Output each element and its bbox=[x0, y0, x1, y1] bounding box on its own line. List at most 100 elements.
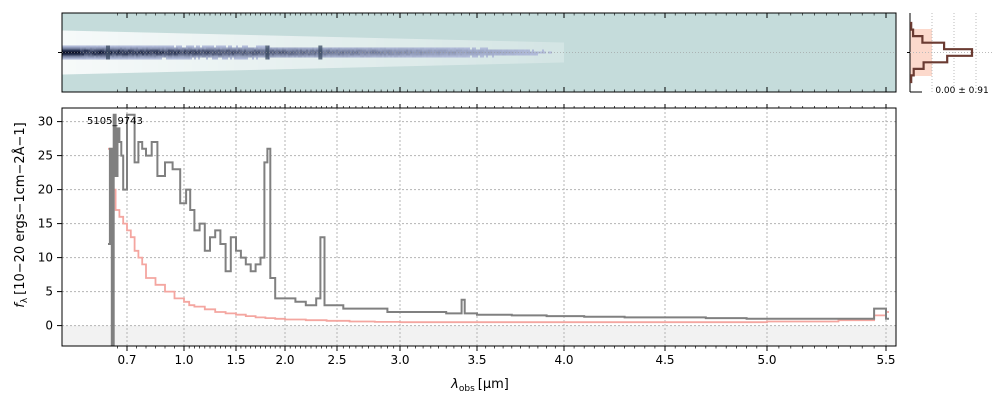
heatmap-cell bbox=[116, 53, 118, 56]
heatmap-cell bbox=[390, 49, 392, 52]
heatmap-cell bbox=[186, 45, 188, 48]
heatmap-cell bbox=[420, 47, 422, 50]
heatmap-cell bbox=[152, 45, 154, 48]
heatmap-cell bbox=[496, 49, 498, 52]
heatmap-cell bbox=[342, 53, 344, 56]
heatmap-cell bbox=[238, 55, 240, 58]
heatmap-cell bbox=[372, 49, 374, 52]
heatmap-cell bbox=[222, 51, 224, 54]
heatmap-cell bbox=[118, 45, 120, 48]
heatmap-cell bbox=[80, 55, 82, 58]
heatmap-cell bbox=[464, 49, 466, 52]
heatmap-cell bbox=[362, 53, 364, 56]
heatmap-cell bbox=[224, 47, 226, 50]
heatmap-cell bbox=[450, 49, 452, 52]
heatmap-cell bbox=[206, 49, 208, 52]
heatmap-cell bbox=[124, 45, 126, 48]
heatmap-cell bbox=[372, 53, 374, 56]
heatmap-cell bbox=[366, 47, 368, 50]
heatmap-cell bbox=[314, 55, 316, 58]
heatmap-cell bbox=[104, 55, 106, 58]
heatmap-cell bbox=[124, 47, 126, 50]
heatmap-cell bbox=[400, 47, 402, 50]
heatmap-cell bbox=[290, 53, 292, 56]
heatmap-cell bbox=[84, 51, 86, 54]
heatmap-cell bbox=[194, 53, 196, 56]
heatmap-cell bbox=[528, 51, 530, 54]
heatmap-cell bbox=[204, 51, 206, 54]
heatmap-cell bbox=[180, 47, 182, 50]
heatmap-cell bbox=[504, 49, 506, 52]
heatmap-cell bbox=[146, 55, 148, 58]
x-tick-label: 5.5 bbox=[876, 353, 895, 367]
heatmap-cell bbox=[240, 49, 242, 52]
heatmap-cell bbox=[270, 53, 272, 56]
heatmap-cell bbox=[344, 49, 346, 52]
heatmap-cell bbox=[396, 49, 398, 52]
heatmap-cell bbox=[372, 51, 374, 54]
heatmap-cell bbox=[256, 45, 258, 48]
heatmap-cell bbox=[204, 47, 206, 50]
heatmap-cell bbox=[380, 49, 382, 52]
heatmap-cell bbox=[360, 51, 362, 54]
heatmap-cell bbox=[196, 47, 198, 50]
heatmap-cell bbox=[242, 57, 244, 60]
heatmap-cell bbox=[442, 49, 444, 52]
heatmap-cell bbox=[472, 49, 474, 52]
heatmap-cell bbox=[466, 47, 468, 50]
heatmap-cell bbox=[118, 47, 120, 50]
heatmap-cell bbox=[462, 53, 464, 56]
heatmap-cell bbox=[332, 49, 334, 52]
heatmap-cell bbox=[138, 47, 140, 50]
heatmap-cell bbox=[472, 47, 474, 50]
heatmap-cell bbox=[442, 55, 444, 58]
heatmap-cell bbox=[122, 57, 124, 60]
x-tick-label: 2.5 bbox=[327, 353, 346, 367]
heatmap-cell bbox=[400, 53, 402, 56]
heatmap-cell bbox=[66, 55, 68, 58]
heatmap-cell bbox=[166, 57, 168, 60]
heatmap-cell bbox=[472, 55, 474, 58]
heatmap-cell bbox=[242, 53, 244, 56]
heatmap-cell bbox=[114, 55, 116, 58]
heatmap-cell bbox=[188, 45, 190, 48]
heatmap-cell bbox=[542, 49, 544, 52]
spectrum-1d-panel: 0.7 1.0 1.5 2.0 2.5 3.0 3.5 4.0 4.5 5.0 5.5 0 5 10 15 2… bbox=[38, 104, 897, 367]
heatmap-cell bbox=[448, 53, 450, 56]
heatmap-cell bbox=[334, 53, 336, 56]
heatmap-cell bbox=[88, 47, 90, 50]
heatmap-cell bbox=[498, 49, 500, 52]
heatmap-cell bbox=[502, 49, 504, 52]
heatmap-cell bbox=[174, 53, 176, 56]
x-tick-label: 4.0 bbox=[554, 353, 573, 367]
heatmap-cell bbox=[146, 47, 148, 50]
heatmap-cell bbox=[468, 49, 470, 52]
heatmap-cell bbox=[74, 57, 76, 60]
heatmap-cell bbox=[402, 51, 404, 54]
heatmap-cell bbox=[150, 47, 152, 50]
heatmap-cell bbox=[128, 49, 130, 52]
heatmap-cell bbox=[466, 49, 468, 52]
profile-fill bbox=[910, 29, 932, 76]
heatmap-cell bbox=[86, 53, 88, 56]
heatmap-cell bbox=[336, 49, 338, 52]
heatmap-cell bbox=[148, 57, 150, 60]
heatmap-cell bbox=[192, 45, 194, 48]
heatmap-cell bbox=[420, 53, 422, 56]
heatmap-cell bbox=[86, 49, 88, 52]
heatmap-cell bbox=[92, 49, 94, 52]
heatmap-cell bbox=[362, 55, 364, 58]
emission-line-2d bbox=[265, 45, 270, 60]
heatmap-cell bbox=[202, 55, 204, 58]
x-tick-label: 0.7 bbox=[117, 353, 136, 367]
heatmap-cell bbox=[274, 53, 276, 56]
heatmap-cell bbox=[322, 49, 324, 52]
heatmap-cell bbox=[140, 47, 142, 50]
heatmap-cell bbox=[100, 55, 102, 58]
heatmap-cell bbox=[216, 49, 218, 52]
heatmap-cell bbox=[196, 49, 198, 52]
heatmap-cell bbox=[346, 47, 348, 50]
heatmap-cell bbox=[186, 49, 188, 52]
heatmap-cell bbox=[192, 47, 194, 50]
heatmap-cell bbox=[72, 45, 74, 48]
